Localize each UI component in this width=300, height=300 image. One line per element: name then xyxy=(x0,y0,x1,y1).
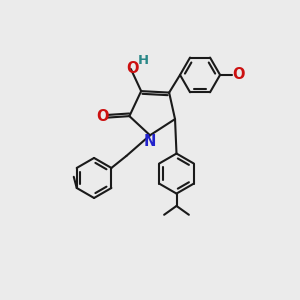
Text: O: O xyxy=(232,67,244,82)
Text: N: N xyxy=(143,134,156,149)
Text: H: H xyxy=(138,54,149,67)
Text: O: O xyxy=(97,109,109,124)
Text: O: O xyxy=(126,61,139,76)
